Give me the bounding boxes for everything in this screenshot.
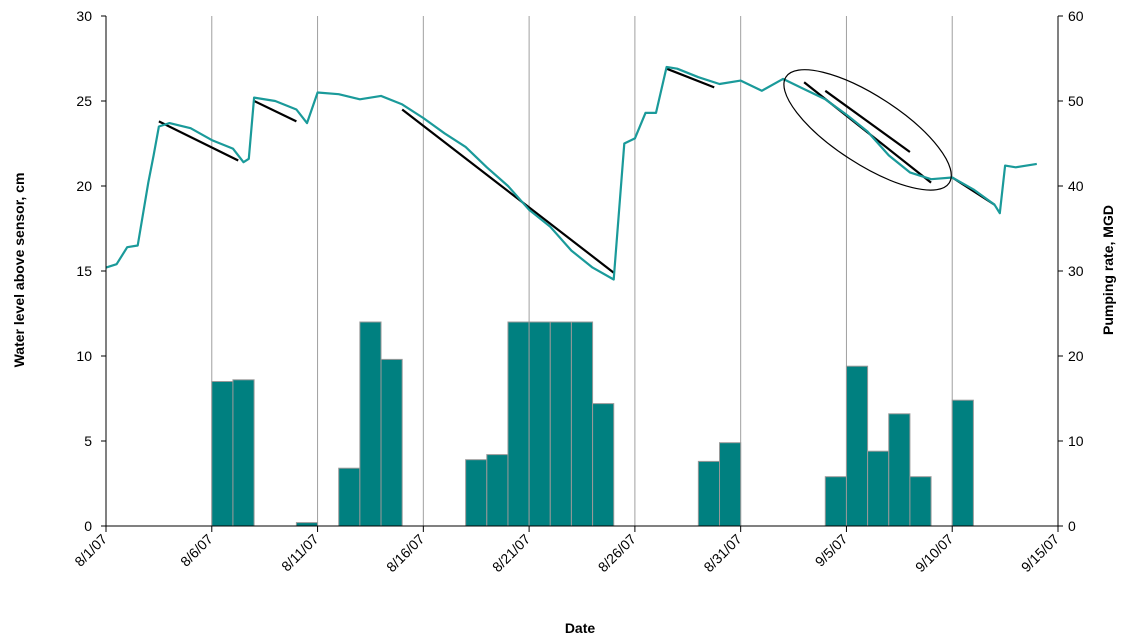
left-y-tick-label: 30 <box>76 8 92 24</box>
annotation-ellipse <box>783 69 952 191</box>
x-tick-label: 8/1/07 <box>71 531 110 570</box>
axes <box>101 15 1063 532</box>
water-level-line <box>105 65 1037 281</box>
pumping-bar <box>592 403 615 527</box>
pumping-bar <box>570 321 594 527</box>
pumping-bar <box>528 321 551 527</box>
right-y-tick-label: 40 <box>1068 178 1084 194</box>
pumping-bar <box>824 476 847 527</box>
pumping-bar <box>295 522 319 527</box>
vertical-gridlines <box>211 16 1059 526</box>
left-y-tick-label: 10 <box>76 348 92 364</box>
fit-line <box>401 108 615 274</box>
x-tick-label: 8/11/07 <box>278 531 322 575</box>
pumping-bar <box>867 450 890 527</box>
pumping-bar <box>359 321 382 527</box>
right-y-tick-label: 10 <box>1068 433 1084 449</box>
left-y-tick-label: 15 <box>76 263 92 279</box>
pumping-bar <box>507 321 530 527</box>
right-y-tick-label: 30 <box>1068 263 1084 279</box>
pumping-bar <box>486 454 509 527</box>
fit-line <box>824 89 911 153</box>
annotation-layer <box>783 69 952 191</box>
x-tick-label: 8/6/07 <box>177 531 216 570</box>
x-tick-label: 8/31/07 <box>700 531 744 575</box>
x-tick-label: 9/15/07 <box>1018 531 1062 575</box>
x-tick-label: 8/21/07 <box>489 531 533 575</box>
x-tick-label: 8/26/07 <box>595 531 639 575</box>
pumping-bar <box>888 413 911 527</box>
x-tick-label: 8/16/07 <box>383 531 427 575</box>
left-y-tick-label: 20 <box>76 178 92 194</box>
pumping-rate-bars <box>211 321 974 527</box>
pumping-bar <box>549 321 572 527</box>
right-y-tick-label: 60 <box>1068 8 1084 24</box>
left-y-axis-title: Water level above sensor, cm <box>11 173 27 368</box>
pumping-bar <box>465 459 488 527</box>
water-level-series <box>105 65 1037 281</box>
x-axis-title: Date <box>565 620 596 636</box>
pumping-bar <box>719 442 742 527</box>
pumping-bar <box>232 379 255 527</box>
x-tick-label: 9/5/07 <box>812 531 851 570</box>
pumping-bar <box>845 365 869 527</box>
left-y-tick-label: 0 <box>84 518 92 534</box>
fit-line <box>253 100 297 123</box>
x-tick-label: 9/10/07 <box>912 531 956 575</box>
pumping-bar <box>951 399 974 527</box>
right-y-axis-title: Pumping rate, MGD <box>1100 205 1116 335</box>
pumping-bar <box>697 460 721 527</box>
right-y-tick-label: 50 <box>1068 93 1084 109</box>
left-y-tick-label: 5 <box>84 433 92 449</box>
fit-line <box>666 67 715 89</box>
left-y-tick-label: 25 <box>76 93 92 109</box>
right-y-tick-label: 0 <box>1068 518 1076 534</box>
pumping-bar <box>909 476 932 527</box>
fit-line <box>158 120 239 162</box>
pumping-bar <box>338 467 361 527</box>
pumping-bar <box>211 381 234 527</box>
right-y-tick-label: 20 <box>1068 348 1084 364</box>
pumping-bar <box>380 358 403 527</box>
